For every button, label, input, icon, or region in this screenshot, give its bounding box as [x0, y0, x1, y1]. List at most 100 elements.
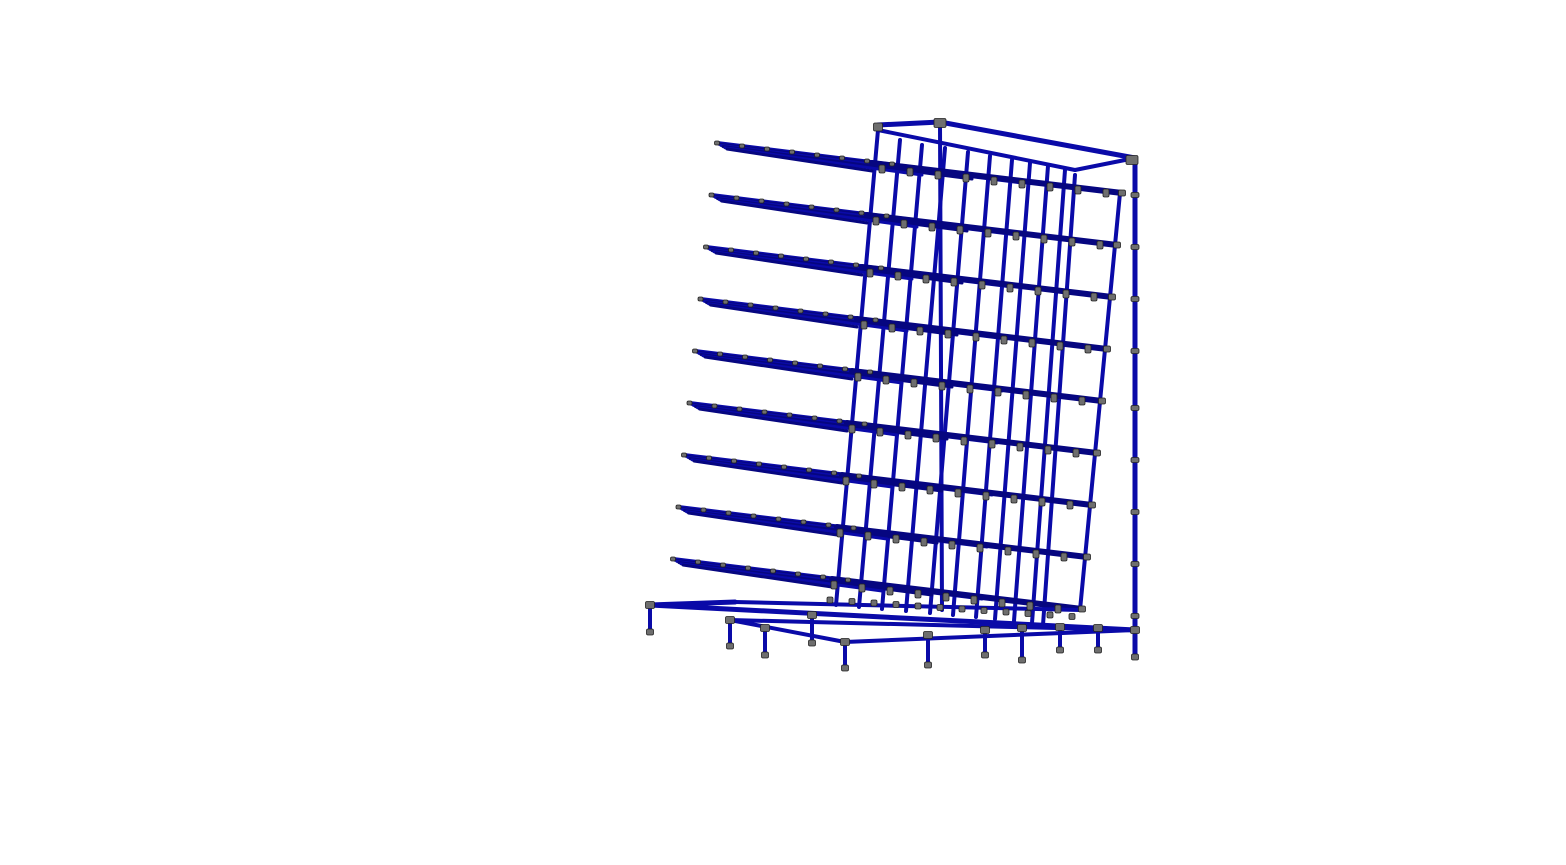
- pipe-fitting: [1028, 338, 1036, 348]
- base-fitting: [1017, 624, 1027, 632]
- end-cap: [692, 348, 698, 354]
- pipe-fitting: [778, 253, 784, 259]
- pipe-fitting: [1038, 497, 1046, 507]
- post-clamp: [1130, 192, 1140, 198]
- base-rail: [728, 618, 847, 644]
- post-clamp: [1130, 348, 1140, 354]
- foot-cap: [646, 628, 654, 636]
- pipe-fitting: [954, 488, 962, 498]
- pipe-fitting: [922, 274, 930, 284]
- pipe-fitting: [725, 510, 732, 516]
- pipe-fitting: [795, 571, 801, 577]
- pipe-fitting: [942, 592, 950, 602]
- pipe-fitting: [839, 155, 845, 161]
- base-rail: [733, 600, 1082, 612]
- base-fitting: [840, 638, 850, 646]
- pipe-fitting: [1098, 397, 1106, 405]
- pipe-fitting: [772, 305, 779, 311]
- foot-cap: [726, 642, 734, 650]
- pipe-fitting: [876, 427, 884, 437]
- base-fitting: [1130, 626, 1140, 634]
- pipe-fitting: [872, 317, 879, 323]
- pipe-fitting: [842, 366, 848, 372]
- post-clamp: [1130, 457, 1140, 463]
- end-cap: [714, 140, 720, 146]
- pipe-fitting: [720, 562, 726, 568]
- pipe-fitting: [853, 262, 859, 268]
- pipe-fitting: [1000, 335, 1008, 345]
- base-fitting: [1024, 610, 1032, 617]
- shelf-arm: [698, 407, 849, 433]
- base-fitting: [807, 611, 817, 619]
- vertical-post: [938, 123, 944, 612]
- pipe-fitting: [750, 513, 757, 519]
- pipe-fitting: [747, 302, 754, 308]
- pipe-fitting: [898, 482, 906, 492]
- pipe-fitting: [984, 228, 992, 238]
- post-clamp: [1130, 244, 1140, 250]
- pipe-fitting: [864, 158, 870, 164]
- pipe-fitting: [811, 415, 818, 421]
- pipe-fitting: [982, 491, 990, 501]
- pipe-fitting: [854, 372, 862, 382]
- pipe-fitting: [861, 421, 868, 427]
- pipe-fitting: [775, 516, 782, 522]
- pipe-fitting: [928, 222, 936, 232]
- pipe-fitting: [728, 247, 734, 253]
- post-clamp: [1130, 509, 1140, 515]
- pipe-fitting: [920, 537, 928, 547]
- pipe-fitting: [1018, 179, 1026, 189]
- top-rail: [875, 119, 943, 128]
- shelf-arm: [709, 303, 859, 329]
- pipe-fitting: [745, 565, 751, 571]
- pipe-fitting: [831, 470, 837, 476]
- pipe-fitting: [1088, 501, 1096, 509]
- pipe-fitting: [756, 461, 762, 467]
- pipe-fitting: [1118, 189, 1126, 197]
- base-fitting: [1093, 624, 1103, 632]
- pipe-fitting: [833, 207, 840, 213]
- base-rail: [843, 628, 1137, 644]
- pipe-fitting: [906, 167, 914, 177]
- pipe-fitting: [932, 433, 940, 443]
- pipe-fitting: [695, 559, 701, 565]
- pipe-fitting: [867, 369, 873, 375]
- pipe-fitting: [717, 351, 723, 357]
- corner-fitting: [933, 118, 947, 128]
- pipe-fittings: [645, 118, 1140, 672]
- base-rail: [728, 618, 1137, 632]
- pipe-fitting: [990, 176, 998, 186]
- pipe-fitting: [856, 473, 862, 479]
- pipe-fitting: [1054, 604, 1062, 614]
- pipe-fitting: [733, 195, 740, 201]
- shelf-arm: [703, 355, 854, 381]
- pipe-fitting: [706, 455, 712, 461]
- end-cap: [681, 452, 687, 458]
- shelf-arm: [725, 147, 874, 173]
- pipe-fitting: [1113, 241, 1121, 249]
- shelf-beam: [834, 524, 1090, 560]
- base-fitting: [1055, 623, 1065, 631]
- base-fitting: [848, 598, 856, 605]
- pipe-fitting: [866, 268, 874, 278]
- pipe-fitting: [803, 256, 809, 262]
- shelf-beam: [839, 472, 1095, 508]
- pipe-fitting: [817, 363, 823, 369]
- shelf-arm: [714, 251, 864, 277]
- pipe-fitting: [1096, 240, 1104, 250]
- pipe-fitting: [889, 161, 895, 167]
- foot-cap: [1018, 656, 1026, 664]
- pipe-fitting: [892, 534, 900, 544]
- base-fitting: [760, 624, 770, 632]
- pipe-fitting: [739, 143, 745, 149]
- base-fitting: [870, 599, 878, 607]
- pipe-fitting: [1062, 289, 1070, 299]
- base-fitting: [914, 602, 922, 610]
- pipe-fitting: [948, 540, 956, 550]
- pipe-fitting: [830, 580, 838, 590]
- top-rail: [876, 128, 1077, 172]
- shelf-beam: [854, 316, 1110, 352]
- pipe-fitting: [847, 314, 854, 320]
- pipe-fitting: [825, 522, 832, 528]
